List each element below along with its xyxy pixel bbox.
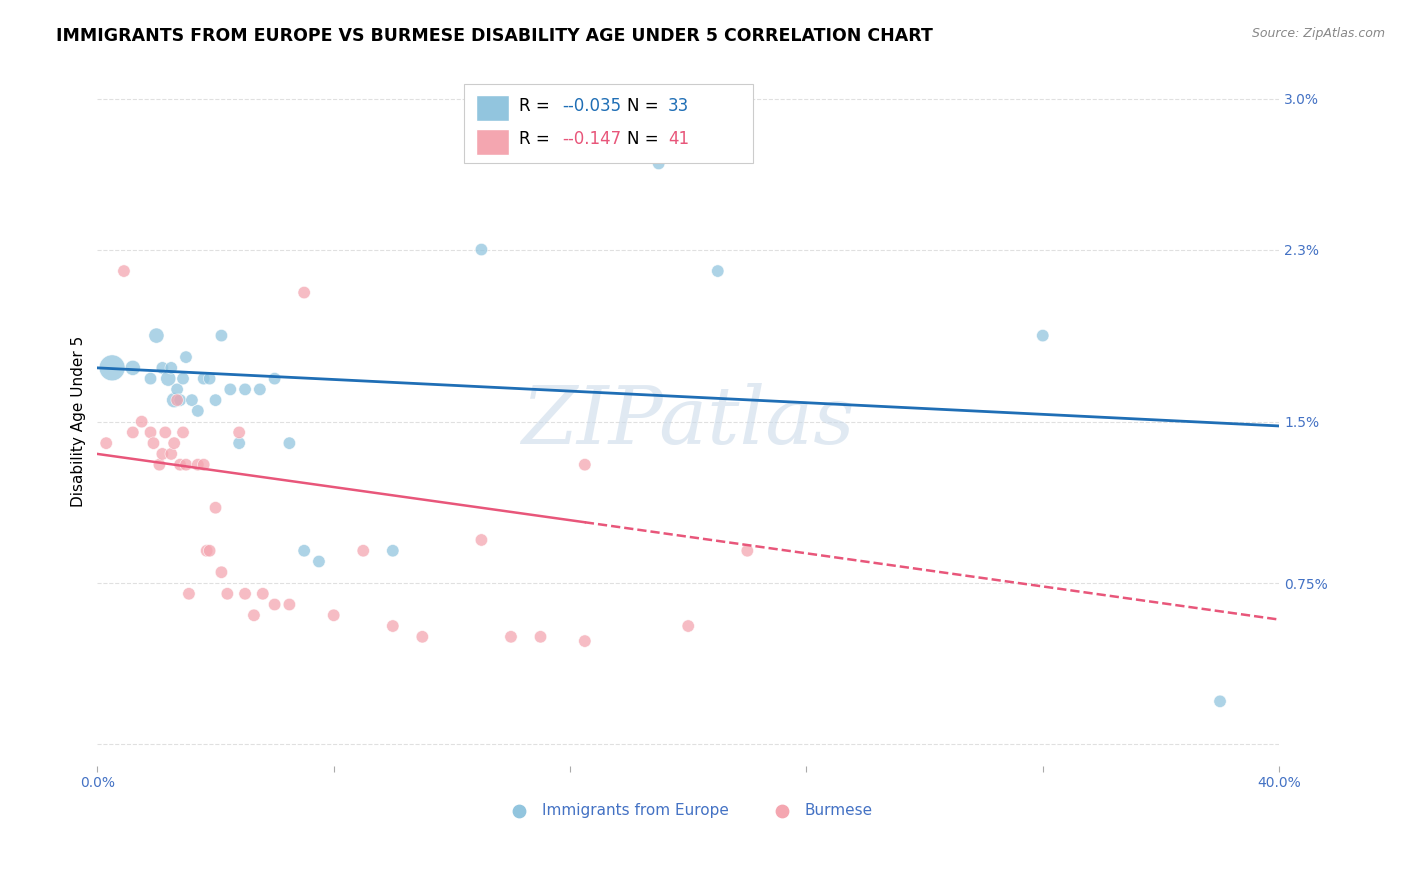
Point bbox=[292, 543, 315, 558]
Text: ZIPatlas: ZIPatlas bbox=[522, 383, 855, 460]
Point bbox=[308, 554, 330, 568]
Point bbox=[145, 328, 167, 343]
Point bbox=[121, 425, 143, 440]
Point bbox=[647, 156, 669, 170]
Point bbox=[139, 371, 162, 385]
Point bbox=[1032, 328, 1054, 343]
Text: IMMIGRANTS FROM EUROPE VS BURMESE DISABILITY AGE UNDER 5 CORRELATION CHART: IMMIGRANTS FROM EUROPE VS BURMESE DISABI… bbox=[56, 27, 934, 45]
Point bbox=[204, 500, 226, 515]
Point bbox=[172, 371, 194, 385]
Point bbox=[150, 360, 173, 375]
Point bbox=[243, 608, 266, 623]
Point bbox=[160, 447, 183, 461]
Point bbox=[193, 371, 215, 385]
Point bbox=[233, 383, 256, 397]
Point bbox=[352, 543, 374, 558]
Point bbox=[198, 371, 221, 385]
Point bbox=[381, 619, 404, 633]
Point bbox=[219, 383, 242, 397]
Point bbox=[228, 425, 250, 440]
Point bbox=[155, 425, 177, 440]
Text: --0.147: --0.147 bbox=[562, 130, 621, 148]
Text: N =: N = bbox=[627, 96, 664, 115]
Point bbox=[737, 543, 759, 558]
Point bbox=[676, 619, 699, 633]
Point bbox=[150, 447, 173, 461]
Point bbox=[160, 360, 183, 375]
Point bbox=[139, 425, 162, 440]
Point bbox=[278, 436, 301, 450]
Text: R =: R = bbox=[519, 130, 555, 148]
Point bbox=[163, 393, 186, 408]
Legend: Immigrants from Europe, Burmese: Immigrants from Europe, Burmese bbox=[498, 797, 879, 823]
Point bbox=[174, 458, 197, 472]
Point bbox=[233, 587, 256, 601]
Point bbox=[470, 533, 492, 547]
Point bbox=[1209, 694, 1232, 708]
Point bbox=[121, 360, 143, 375]
Point bbox=[204, 393, 226, 408]
Point bbox=[163, 436, 186, 450]
Text: 41: 41 bbox=[668, 130, 689, 148]
Text: Source: ZipAtlas.com: Source: ZipAtlas.com bbox=[1251, 27, 1385, 40]
Point bbox=[169, 393, 191, 408]
Point bbox=[180, 393, 202, 408]
Point bbox=[101, 360, 124, 375]
FancyBboxPatch shape bbox=[475, 95, 509, 120]
Point bbox=[574, 458, 596, 472]
Point bbox=[292, 285, 315, 300]
Point bbox=[172, 425, 194, 440]
Point bbox=[252, 587, 274, 601]
Point bbox=[187, 404, 209, 418]
Point bbox=[228, 436, 250, 450]
Y-axis label: Disability Age Under 5: Disability Age Under 5 bbox=[72, 336, 86, 508]
Point bbox=[174, 350, 197, 364]
Point bbox=[166, 383, 188, 397]
Point bbox=[544, 145, 567, 160]
Point bbox=[381, 543, 404, 558]
Text: N =: N = bbox=[627, 130, 664, 148]
Point bbox=[169, 458, 191, 472]
Point bbox=[263, 598, 285, 612]
Point bbox=[177, 587, 200, 601]
Point bbox=[142, 436, 165, 450]
Point bbox=[249, 383, 271, 397]
Point bbox=[411, 630, 433, 644]
Text: --0.035: --0.035 bbox=[562, 96, 621, 115]
Point bbox=[263, 371, 285, 385]
Point bbox=[529, 630, 551, 644]
Text: 33: 33 bbox=[668, 96, 689, 115]
Point bbox=[198, 543, 221, 558]
Point bbox=[112, 264, 135, 278]
Point bbox=[195, 543, 218, 558]
Point bbox=[209, 566, 232, 580]
Point bbox=[96, 436, 118, 450]
Point bbox=[131, 415, 153, 429]
Point bbox=[278, 598, 301, 612]
FancyBboxPatch shape bbox=[464, 85, 754, 163]
Point bbox=[148, 458, 170, 472]
Point bbox=[166, 393, 188, 408]
Point bbox=[322, 608, 344, 623]
Point bbox=[209, 328, 232, 343]
Point bbox=[574, 634, 596, 648]
Point bbox=[157, 371, 180, 385]
Point bbox=[217, 587, 239, 601]
Point bbox=[470, 243, 492, 257]
Text: R =: R = bbox=[519, 96, 555, 115]
Point bbox=[707, 264, 730, 278]
Point bbox=[187, 458, 209, 472]
Point bbox=[193, 458, 215, 472]
FancyBboxPatch shape bbox=[475, 129, 509, 155]
Point bbox=[499, 630, 522, 644]
